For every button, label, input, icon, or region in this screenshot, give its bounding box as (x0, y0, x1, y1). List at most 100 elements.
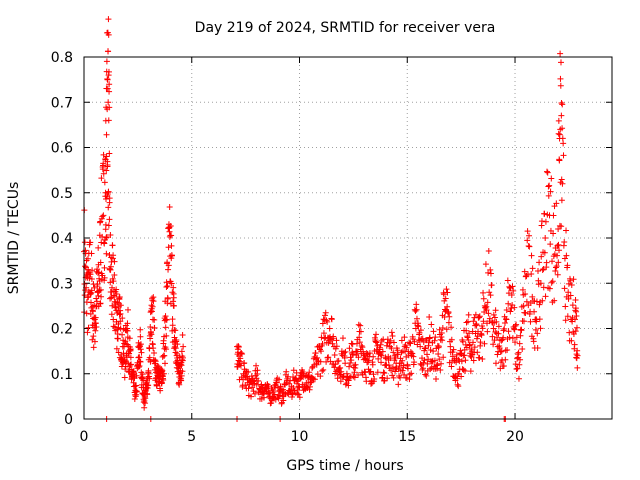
data-point (377, 351, 384, 358)
data-point (490, 341, 497, 348)
data-point (454, 371, 461, 378)
data-point (331, 364, 338, 371)
data-point (423, 372, 430, 379)
data-point (455, 383, 462, 390)
data-point (146, 375, 153, 382)
data-point (100, 170, 107, 177)
data-point (83, 310, 90, 317)
data-point (511, 326, 518, 333)
data-point (539, 266, 546, 273)
data-point (242, 382, 249, 389)
data-point (553, 263, 560, 270)
data-point (160, 370, 167, 377)
data-point (422, 371, 429, 378)
data-point (550, 230, 557, 237)
data-point (397, 374, 404, 381)
data-point (150, 345, 157, 352)
data-point (239, 351, 246, 358)
data-point (573, 324, 580, 331)
data-point (346, 363, 353, 370)
x-ticks: 0 5 10 15 20 (80, 57, 524, 445)
data-point (390, 339, 397, 346)
data-point (486, 289, 493, 296)
data-point (130, 368, 137, 375)
data-point (561, 238, 568, 245)
data-point (148, 308, 155, 315)
data-point (566, 329, 573, 336)
data-point (342, 348, 349, 355)
data-point (127, 346, 134, 353)
data-point (122, 338, 129, 345)
data-point (160, 337, 167, 344)
data-point (504, 277, 511, 284)
data-point (533, 318, 540, 325)
data-point (137, 326, 144, 333)
data-point (392, 366, 399, 373)
data-point (512, 322, 519, 329)
data-point (505, 300, 512, 307)
data-point (116, 293, 123, 300)
data-point (299, 368, 306, 375)
data-point (392, 354, 399, 361)
data-point (464, 333, 471, 340)
data-point (506, 334, 513, 341)
data-point (82, 263, 89, 270)
data-point (380, 369, 387, 376)
data-point (561, 255, 568, 262)
data-point (411, 338, 418, 345)
data-point (402, 342, 409, 349)
data-point (536, 316, 543, 323)
data-point (169, 252, 175, 259)
data-point (345, 377, 352, 384)
data-point (563, 252, 570, 259)
data-point (524, 237, 531, 244)
data-point (351, 369, 358, 376)
data-point (554, 242, 561, 249)
data-point (548, 279, 555, 286)
data-point (516, 361, 523, 368)
data-point (493, 318, 500, 325)
data-point (465, 311, 472, 318)
data-point (283, 368, 290, 375)
data-point (106, 195, 113, 202)
y-tick-label: 0.5 (51, 186, 73, 202)
data-point (138, 349, 145, 356)
data-point (166, 203, 173, 210)
data-point (491, 314, 498, 321)
x-tick-label: 15 (398, 429, 416, 445)
data-point (411, 359, 418, 366)
data-point (124, 320, 131, 327)
y-tick-label: 0.4 (51, 231, 73, 247)
plot-frame (83, 56, 613, 420)
data-point (458, 358, 465, 365)
data-point (546, 285, 553, 292)
data-point (574, 364, 581, 371)
data-point (103, 234, 110, 241)
data-point (398, 337, 405, 344)
data-point (481, 340, 488, 347)
data-point (97, 218, 104, 225)
x-tick-label: 0 (80, 429, 89, 445)
data-point (455, 356, 462, 363)
data-point (556, 247, 563, 254)
data-point (166, 228, 173, 235)
data-point (552, 264, 559, 271)
data-point (347, 354, 354, 361)
y-tick-label: 0 (64, 412, 73, 428)
data-point (430, 328, 437, 335)
data-point (347, 359, 354, 366)
data-point (99, 213, 106, 220)
data-point (338, 368, 345, 375)
data-point (110, 316, 117, 323)
data-point (541, 210, 548, 217)
data-point (434, 365, 441, 372)
data-point (350, 351, 357, 358)
data-point (506, 285, 513, 292)
data-point (494, 351, 501, 358)
data-point (533, 298, 540, 305)
data-point (171, 343, 178, 350)
data-point (544, 169, 551, 176)
data-point (106, 81, 113, 88)
data-point (501, 325, 508, 332)
